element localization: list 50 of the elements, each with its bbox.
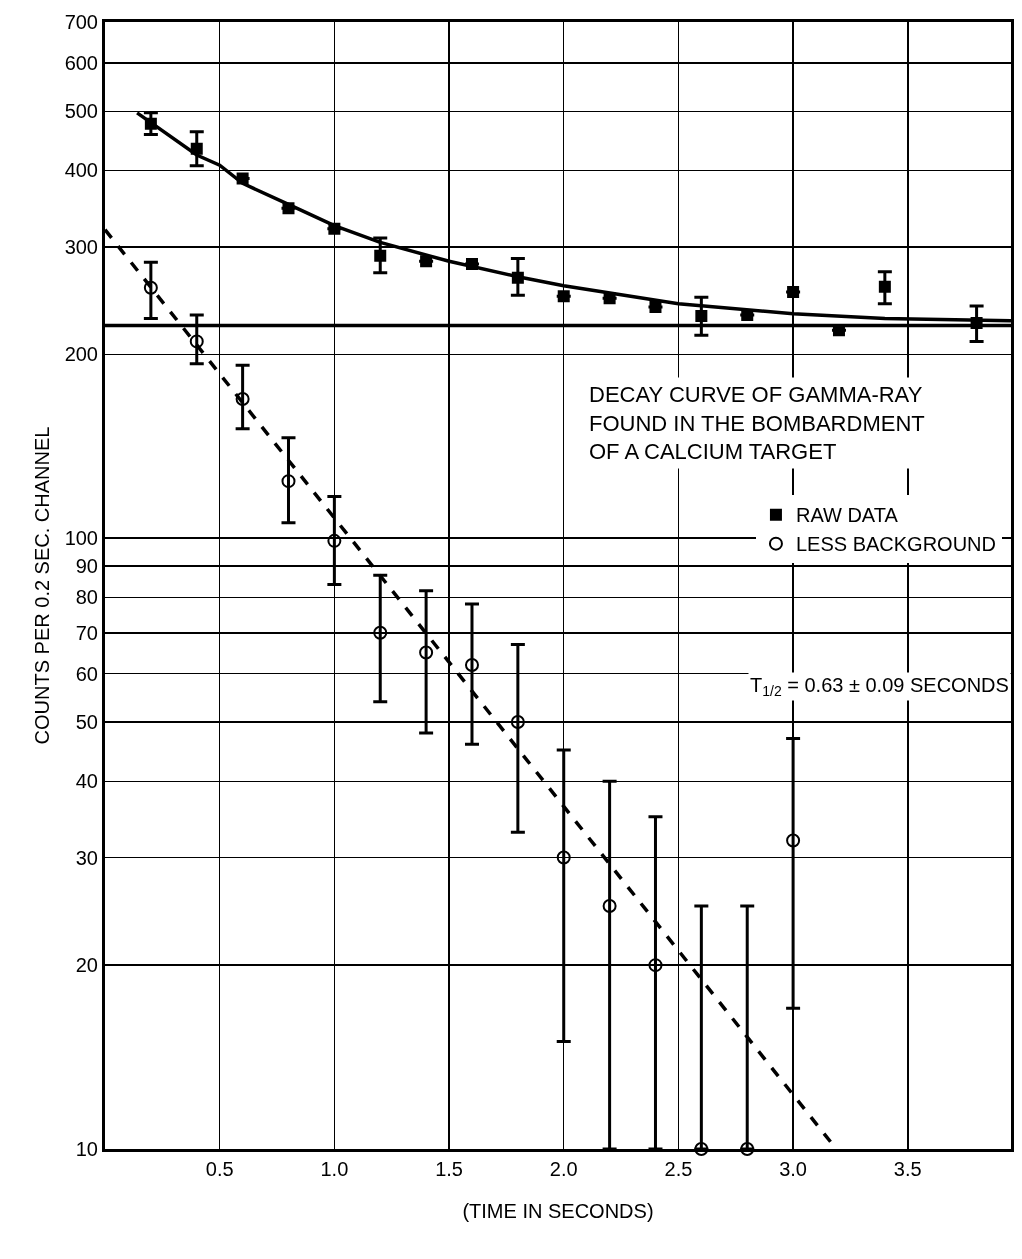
x-tick-label: 0.5 (205, 1158, 234, 1180)
annotation: T$_{1/2}$ = 0.63 ± 0.09 SECONDS (750, 674, 1009, 700)
point (649, 301, 662, 314)
x-tick-label: 3.0 (779, 1158, 808, 1180)
point (189, 334, 204, 349)
y-tick-label: 700 (64, 11, 98, 33)
point (694, 1142, 709, 1156)
y-tick-label: 10 (75, 1138, 98, 1160)
x-tick-label: 1.0 (320, 1158, 349, 1180)
point (235, 392, 250, 406)
y-tick-label: 70 (75, 621, 98, 644)
point (786, 833, 801, 848)
point (557, 290, 570, 303)
point (510, 715, 525, 730)
y-tick-label: 400 (64, 159, 98, 182)
point (878, 280, 891, 293)
point (787, 285, 800, 298)
point (648, 958, 663, 973)
y-tick-label: 300 (64, 235, 98, 258)
x-tick-label: 2.0 (549, 1158, 578, 1180)
text: DECAY CURVE OF GAMMA-RAY FOUND IN THE BOMBARDMENT OF A CALCIUM TARGET (589, 382, 925, 465)
x-tick-label: 2.5 (664, 1158, 693, 1180)
y-axis-title: COUNTS PER 0.2 SEC. CHANNEL (31, 426, 54, 745)
point (740, 1142, 755, 1156)
y-tick-label: 20 (75, 954, 98, 977)
legend-label: RAW DATA (795, 504, 899, 527)
y-tick-label: 500 (64, 100, 98, 123)
y-tick-label: 90 (75, 555, 98, 578)
x-axis-title: (TIME IN SECONDS) (462, 1199, 654, 1222)
point (465, 658, 479, 672)
point (419, 645, 434, 660)
point (373, 625, 388, 640)
y-tick-label: 40 (75, 770, 98, 793)
point (695, 310, 708, 323)
y-tick-label: 100 (64, 527, 98, 550)
y-tick-label: 60 (75, 662, 98, 685)
point (374, 249, 387, 262)
point (556, 850, 571, 865)
y-tick-label: 50 (75, 711, 98, 734)
x-tick-label: 1.5 (435, 1158, 463, 1180)
legend-label: LESS BACKGROUND (795, 533, 996, 556)
y-tick-label: 200 (64, 343, 98, 366)
point (327, 533, 342, 548)
x-tick-label: 3.5 (893, 1158, 922, 1180)
y-tick-label: 30 (75, 846, 98, 869)
point (143, 280, 158, 295)
point (602, 898, 617, 913)
point (281, 474, 296, 489)
y-tick-label: 600 (64, 51, 98, 74)
y-tick-label: 80 (75, 586, 98, 609)
